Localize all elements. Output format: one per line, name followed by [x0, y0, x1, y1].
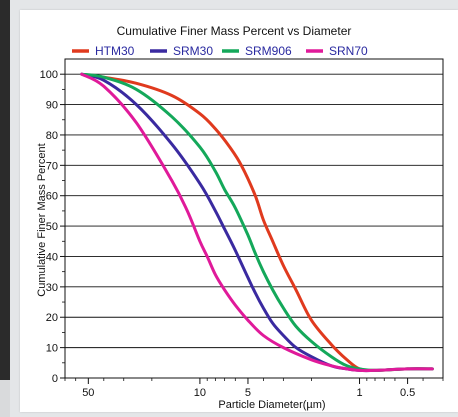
- y-tick-label-30: 30: [46, 282, 58, 294]
- x-tick-label-1: 1: [356, 387, 362, 399]
- y-tick-label-90: 90: [46, 100, 58, 112]
- legend: HTM30 SRM30 SRM906 SRN70: [72, 44, 368, 58]
- legend-item-srm906: SRM906: [222, 44, 292, 58]
- y-tick-label-50: 50: [46, 221, 58, 233]
- y-tick-label-80: 80: [46, 130, 58, 142]
- x-tick-label-10: 10: [194, 387, 206, 399]
- y-tick-label-40: 40: [46, 251, 58, 263]
- legend-label: HTM30: [95, 44, 135, 58]
- y-tick-label-60: 60: [46, 191, 58, 203]
- legend-label: SRM30: [173, 44, 213, 58]
- y-tick-label-10: 10: [46, 343, 58, 355]
- chart-title: Cumulative Finer Mass Percent vs Diamete…: [117, 24, 352, 38]
- x-tick-label-0.5: 0.5: [400, 387, 415, 399]
- series-lines: [80, 72, 434, 373]
- legend-label: SRN70: [329, 44, 368, 58]
- y-tick-label-20: 20: [46, 312, 58, 324]
- y-axis: 0 10 20 30 40 50 60 70 80 90 100: [40, 69, 65, 385]
- legend-label: SRM906: [245, 44, 292, 58]
- x-tick-label-50: 50: [82, 387, 94, 399]
- x-tick-label-5: 5: [245, 387, 251, 399]
- y-tick-label-100: 100: [40, 69, 58, 81]
- series-line-srm906: [80, 72, 434, 372]
- plot-frame: [64, 58, 444, 379]
- content-panel: Cumulative Finer Mass Percent vs Diamete…: [10, 0, 458, 417]
- x-axis-label: Particle Diameter(µm): [218, 399, 325, 411]
- x-axis: 50 10 5 1 0.5: [64, 378, 444, 399]
- series-line-srn70: [80, 72, 434, 373]
- legend-item-srm30: SRM30: [150, 44, 213, 58]
- chart-card: Cumulative Finer Mass Percent vs Diamete…: [20, 10, 458, 412]
- legend-item-htm30: HTM30: [72, 44, 135, 58]
- y-tick-label-0: 0: [52, 373, 58, 385]
- y-axis-label: Cumulative Finer Mass Percent: [36, 143, 48, 296]
- dark-side-bar: [0, 0, 10, 380]
- gridlines: [65, 73, 443, 349]
- y-tick-label-70: 70: [46, 160, 58, 172]
- legend-item-srn70: SRN70: [306, 44, 368, 58]
- chart-svg: Cumulative Finer Mass Percent vs Diamete…: [36, 24, 444, 411]
